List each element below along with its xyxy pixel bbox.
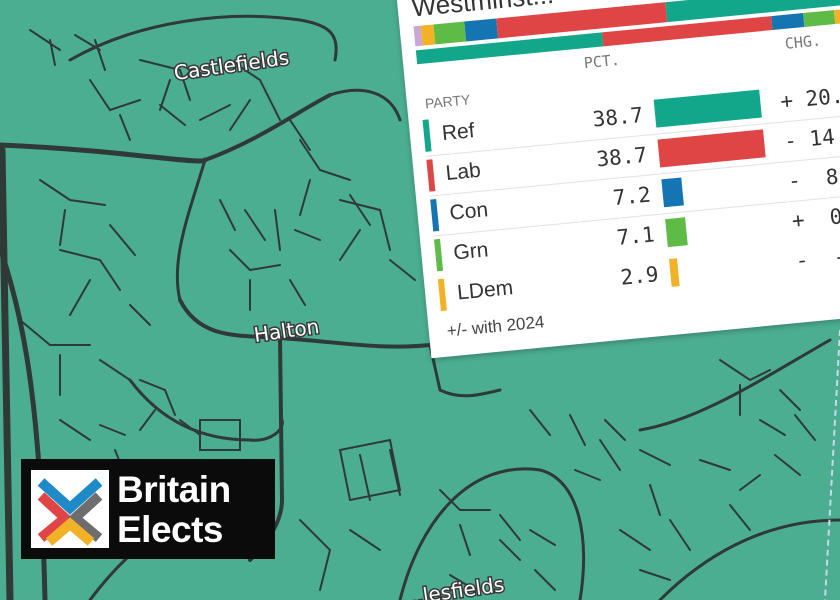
- logo-stroke-yellow: [45, 517, 95, 546]
- party-pct-bar: [653, 89, 763, 128]
- party-change: + 0: [790, 204, 840, 234]
- boundary-line: [824, 329, 840, 600]
- party-name: Lab: [444, 158, 482, 185]
- party-pct: 38.7: [591, 102, 645, 132]
- party-color-swatch: [430, 199, 440, 232]
- column-header-party: PARTY: [424, 91, 471, 112]
- road-network: [0, 14, 840, 600]
- column-header-pct: PCT.: [582, 50, 621, 73]
- party-pct-bar: [669, 258, 680, 287]
- results-card: Westminst... PCT. CHG. PARTY Ref 38.7 + …: [395, 0, 840, 359]
- share-segment: [433, 21, 467, 45]
- party-color-swatch: [437, 278, 447, 312]
- logo-stroke-grey: [67, 492, 103, 542]
- logo-stroke-red: [37, 492, 73, 542]
- column-header-chg: CHG.: [784, 31, 822, 53]
- share-segment: [771, 13, 805, 31]
- party-pct-bar: [665, 217, 688, 248]
- party-name: LDem: [456, 276, 515, 305]
- logo-wordmark-line2: Elects: [117, 509, 224, 550]
- logo-stroke-blue: [37, 478, 103, 515]
- party-change: - -: [794, 244, 840, 273]
- party-pct-bar: [661, 177, 684, 208]
- party-pct: 7.2: [611, 182, 652, 211]
- party-pct: 7.1: [615, 222, 656, 250]
- party-name: Ref: [440, 119, 476, 146]
- party-color-swatch: [434, 238, 444, 272]
- party-pct-bar: [657, 129, 767, 168]
- party-color-swatch: [426, 159, 436, 192]
- britain-elects-logo: Britain Elects: [21, 459, 275, 559]
- footnote: +/- with 2024: [445, 312, 546, 341]
- share-segment: [803, 10, 836, 27]
- share-segment: [464, 18, 498, 42]
- party-color-swatch: [422, 119, 432, 152]
- party-name: Con: [448, 198, 490, 225]
- share-segment: [834, 8, 840, 24]
- party-pct: 2.9: [619, 262, 660, 290]
- logo-mark-icon: [31, 470, 109, 548]
- party-change: - 8: [786, 164, 840, 194]
- party-pct: 38.7: [595, 142, 649, 172]
- party-change: - 14.: [783, 123, 840, 154]
- logo-wordmark-line1: Britain: [117, 469, 231, 510]
- party-name: Grn: [452, 238, 490, 265]
- party-change: + 20.0: [779, 82, 840, 114]
